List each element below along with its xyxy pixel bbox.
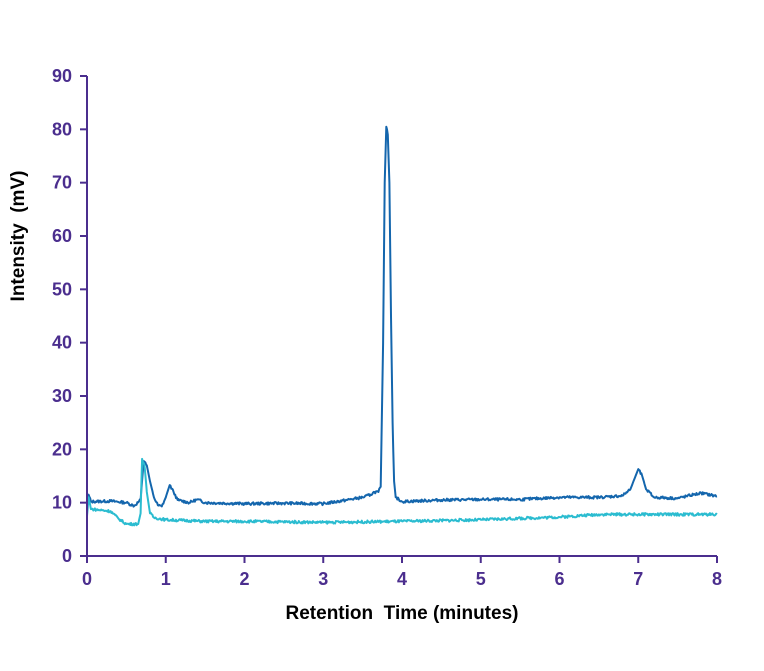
- series-line-1: [86, 125, 718, 508]
- x-tick-label: 7: [633, 569, 643, 589]
- x-tick-label: 5: [476, 569, 486, 589]
- y-tick-label: 70: [52, 173, 72, 193]
- x-tick-label: 1: [161, 569, 171, 589]
- y-tick-label: 50: [52, 279, 72, 299]
- x-tick-label: 0: [82, 569, 92, 589]
- y-tick-label: 20: [52, 439, 72, 459]
- x-tick-label: 3: [318, 569, 328, 589]
- y-axis-title: Intensity (mV): [8, 171, 29, 302]
- y-tick-label: 90: [52, 66, 72, 86]
- y-tick-label: 40: [52, 333, 72, 353]
- x-tick-label: 2: [239, 569, 249, 589]
- y-tick-label: 10: [52, 493, 72, 513]
- y-tick-label: 30: [52, 386, 72, 406]
- x-tick-label: 8: [712, 569, 722, 589]
- x-tick-label: 4: [397, 569, 407, 589]
- series-line-2: [86, 457, 718, 527]
- x-axis-title: Retention Time (minutes): [286, 603, 519, 624]
- y-tick-label: 80: [52, 119, 72, 139]
- y-tick-label: 60: [52, 226, 72, 246]
- x-tick-label: 6: [554, 569, 564, 589]
- y-tick-label: 0: [62, 546, 72, 566]
